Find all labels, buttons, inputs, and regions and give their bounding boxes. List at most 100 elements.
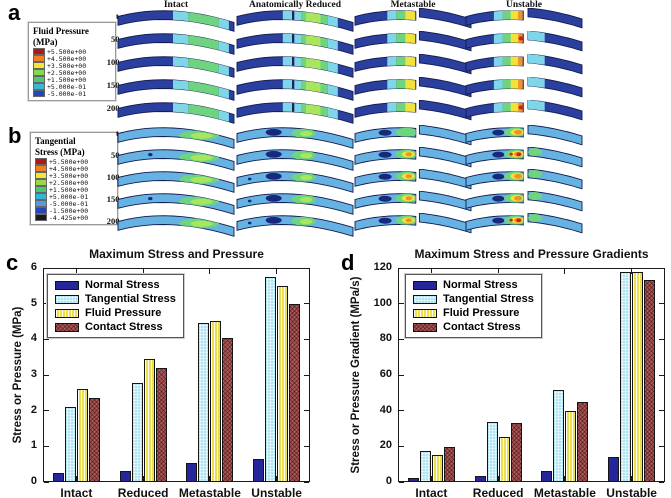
cartilage-band xyxy=(117,193,235,215)
legend-value: +2.500e+00 xyxy=(47,68,87,77)
x-tick xyxy=(497,476,499,481)
cartilage-band xyxy=(465,31,583,52)
y-tick xyxy=(44,338,49,340)
cartilage-band xyxy=(354,8,472,29)
y-tick-label: 20 xyxy=(379,439,392,452)
y-tick-label: 80 xyxy=(379,332,392,345)
cartilage-band xyxy=(354,147,472,168)
y-tick-label: 3 xyxy=(30,368,37,380)
x-tick xyxy=(276,476,278,481)
cartilage-band xyxy=(236,215,354,237)
cartilage-band xyxy=(354,213,472,234)
legend-entries: +5.500e+00 +4.500e+00 +3.500e+00 +2.500e+00… xyxy=(33,48,111,98)
x-tick-label: Metastable xyxy=(178,486,241,498)
legend-entry: +5.000e-01 xyxy=(35,192,113,201)
legend-entry: +2.500e+00 xyxy=(35,179,113,187)
tangential-stress-colorbar-legend: Tangential Stress (MPa) +5.500e+00 +4.500… xyxy=(30,132,118,225)
panel-c-label: c xyxy=(6,250,19,275)
x-tick xyxy=(631,476,633,481)
cartilage-band xyxy=(117,171,235,193)
legend-swatch xyxy=(35,214,47,221)
legend-swatch xyxy=(35,158,47,165)
chart-d-title: Maximum Stress and Pressure Gradients xyxy=(414,247,649,261)
legend-row: Contact Stress xyxy=(55,321,176,333)
y-tick xyxy=(659,374,664,376)
legend-swatch xyxy=(413,308,437,318)
legend-value: -5.000e-01 xyxy=(49,199,89,208)
legend-entry: -1.500e+00 xyxy=(35,206,113,215)
cartilage-band xyxy=(354,125,472,146)
x-tick xyxy=(497,269,499,274)
cartilage-band xyxy=(117,127,235,149)
legend-entries: +5.500e+00 +4.500e+00 +3.500e+00 +2.500e+00… xyxy=(35,157,113,222)
y-tick xyxy=(304,267,309,269)
bar-fluid-pressure xyxy=(431,455,443,483)
cartilage-band xyxy=(117,215,235,237)
bar-tangential-stress xyxy=(131,383,143,482)
panel-d-label: d xyxy=(341,250,355,275)
bar-fluid-pressure xyxy=(632,271,644,482)
legend-swatch xyxy=(33,55,45,62)
legend-label: Normal Stress xyxy=(443,279,518,291)
condition-header: Anatomically Reduced xyxy=(248,0,342,10)
x-tick xyxy=(209,269,211,274)
legend-value: +5.500e+00 xyxy=(49,157,89,166)
legend-label: Tangential Stress xyxy=(85,293,176,305)
legend-value: -1.500e+00 xyxy=(49,206,89,215)
x-tick xyxy=(209,476,211,481)
legend-entry: -5.000e-01 xyxy=(35,199,113,208)
legend-row: Tangential Stress xyxy=(413,293,534,305)
legend-entry: +3.500e+00 xyxy=(35,171,113,180)
y-tick xyxy=(44,445,49,447)
legend-value: +4.500e+00 xyxy=(49,164,89,173)
cartilage-band xyxy=(465,191,583,212)
bar-contact-stress xyxy=(510,423,522,483)
y-tick-label: 120 xyxy=(373,261,392,273)
x-tick xyxy=(142,476,144,481)
bar-fluid-pressure xyxy=(210,320,222,482)
x-tick xyxy=(564,269,566,274)
y-tick xyxy=(44,410,49,412)
legend-swatch xyxy=(33,83,45,90)
legend-value: -5.000e-01 xyxy=(47,89,87,98)
bar-normal-stress xyxy=(119,471,131,482)
cartilage-band xyxy=(236,56,354,78)
chart-d-ylabel: Stress or Pressure Gradient (MPa/s) xyxy=(350,276,362,474)
legend-swatch xyxy=(35,193,47,200)
chart-legend: Normal Stress Tangential Stress Fluid Pres… xyxy=(47,274,184,338)
bar-contact-stress xyxy=(88,398,100,482)
legend-row: Contact Stress xyxy=(413,321,534,333)
legend-value: +3.500e+00 xyxy=(49,171,89,180)
bar-normal-stress xyxy=(541,471,553,482)
y-tick-label: 6 xyxy=(30,261,37,273)
bar-contact-stress xyxy=(577,401,589,483)
bar-tangential-stress xyxy=(620,271,632,482)
bar-normal-stress xyxy=(186,463,198,482)
legend-swatch xyxy=(55,280,79,290)
cartilage-band xyxy=(236,10,354,32)
legend-entry: +3.500e+00 xyxy=(33,62,111,70)
cartilage-band xyxy=(354,100,472,121)
legend-entry: +2.500e+00 xyxy=(33,68,111,77)
y-tick-label: 100 xyxy=(373,296,392,309)
legend-entry: +1.500e+00 xyxy=(33,76,111,84)
y-tick-label: 0 xyxy=(30,475,37,487)
cartilage-band xyxy=(236,127,354,149)
legend-value: +5.000e-01 xyxy=(49,192,89,201)
y-tick-label: 5 xyxy=(30,296,37,309)
y-tick-label: 0 xyxy=(385,475,392,487)
cartilage-band xyxy=(236,79,354,101)
bar-tangential-stress xyxy=(198,322,210,482)
y-tick xyxy=(44,374,49,376)
cartilage-band xyxy=(354,169,472,190)
legend-row: Fluid Pressure xyxy=(413,307,534,319)
bar-contact-stress xyxy=(222,337,234,482)
x-tick-label: Reduced xyxy=(117,486,169,498)
legend-swatch xyxy=(33,90,45,97)
cartilage-band xyxy=(117,79,235,101)
legend-swatch xyxy=(35,186,47,193)
x-tick-label: Metastable xyxy=(533,486,596,498)
x-tick-label: Reduced xyxy=(472,486,524,498)
cartilage-band xyxy=(465,8,583,29)
